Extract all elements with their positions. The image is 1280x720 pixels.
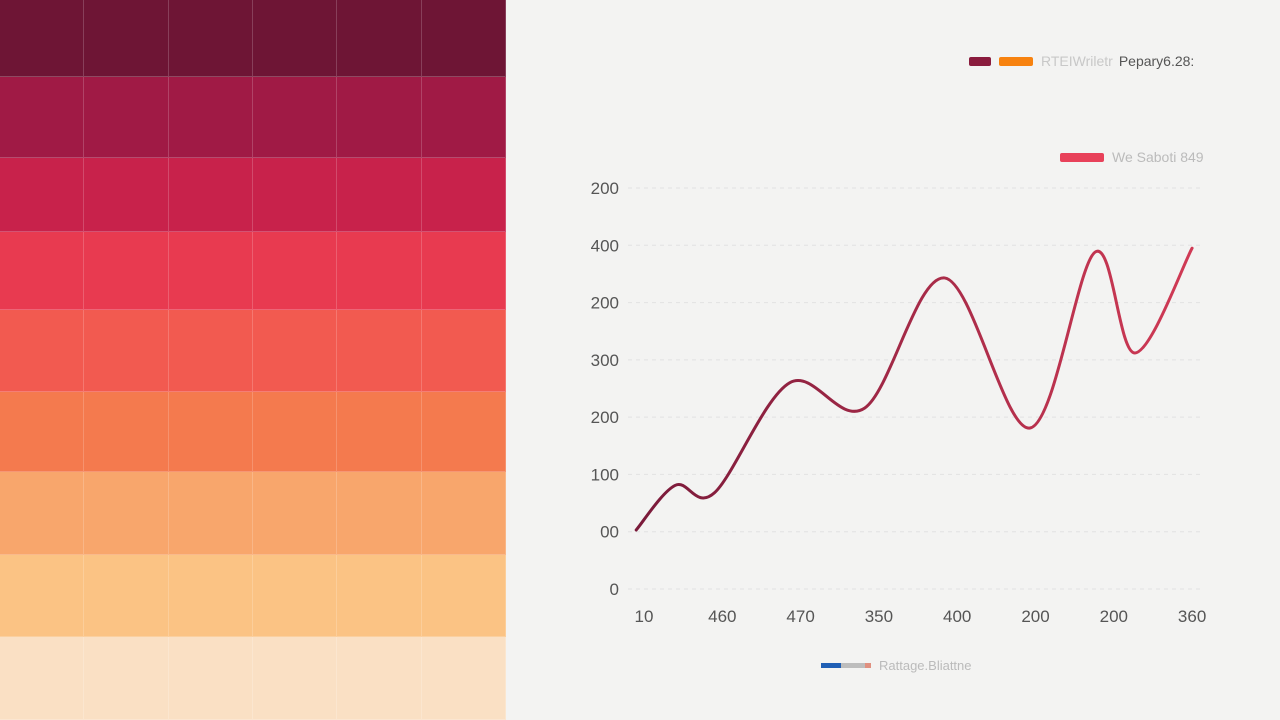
swatch-cell <box>84 555 169 637</box>
swatch-cell <box>421 472 506 555</box>
swatch-cell <box>252 555 338 637</box>
swatch-cell <box>337 0 422 77</box>
swatch-cell <box>0 555 85 637</box>
swatch-cell <box>168 232 253 310</box>
swatch-row <box>0 555 506 637</box>
swatch-cell <box>252 472 338 555</box>
swatch-cell <box>421 555 506 637</box>
swatch-cell <box>252 0 338 77</box>
swatch-cell <box>337 637 422 720</box>
swatch-cell <box>252 637 338 720</box>
swatch-row <box>0 310 506 392</box>
swatch-cell <box>168 158 253 232</box>
swatch-row <box>0 232 506 310</box>
color-swatch-grid <box>0 0 506 720</box>
legend-swatch <box>969 56 991 66</box>
swatch-cell <box>421 310 506 392</box>
swatch-cell <box>84 472 169 555</box>
swatch-cell <box>0 637 85 720</box>
x-tick-label: 350 <box>865 607 893 626</box>
swatch-cell <box>84 637 169 720</box>
swatch-cell <box>337 77 422 158</box>
swatch-cell <box>252 77 338 158</box>
swatch-cell <box>252 158 338 232</box>
y-tick-label: 400 <box>591 236 619 255</box>
swatch-cell <box>84 310 169 392</box>
legend-label: We Saboti 849 <box>1112 149 1204 165</box>
swatch-row <box>0 392 506 472</box>
swatch-cell <box>168 77 253 158</box>
swatch-cell <box>0 158 85 232</box>
series-line <box>634 246 1194 532</box>
swatch-cell <box>421 637 506 720</box>
legend-bottom: Rattage.Bliattne <box>821 658 972 673</box>
swatch-cell <box>168 392 253 472</box>
legend-top: RTEIWriletr Pepary6.28: <box>969 53 1194 69</box>
swatch-cell <box>421 392 506 472</box>
swatch-cell <box>421 77 506 158</box>
swatch-cell <box>0 392 85 472</box>
swatch-cell <box>337 158 422 232</box>
legend-swatch <box>999 56 1033 66</box>
y-tick-label: 200 <box>591 179 619 198</box>
swatch-row <box>0 472 506 555</box>
y-tick-label: 00 <box>600 523 619 542</box>
swatch-cell <box>0 232 85 310</box>
x-tick-label: 200 <box>1021 607 1049 626</box>
legend-swatch <box>1060 152 1104 162</box>
swatch-cell <box>421 232 506 310</box>
swatch-cell <box>0 472 85 555</box>
swatch-cell <box>421 158 506 232</box>
legend-label-faded: RTEIWriletr <box>1041 53 1113 69</box>
x-tick-label: 400 <box>943 607 971 626</box>
swatch-row <box>0 77 506 158</box>
legend-series: We Saboti 849 <box>1060 149 1204 165</box>
y-tick-label: 200 <box>591 294 619 313</box>
x-tick-label: 460 <box>708 607 736 626</box>
swatch-row <box>0 0 506 77</box>
swatch-row <box>0 637 506 720</box>
swatch-cell <box>337 472 422 555</box>
y-tick-label: 100 <box>591 465 619 484</box>
swatch-cell <box>84 77 169 158</box>
swatch-cell <box>0 310 85 392</box>
swatch-cell <box>337 392 422 472</box>
swatch-cell <box>84 0 169 77</box>
x-tick-label: 360 <box>1178 607 1206 626</box>
swatch-cell <box>168 637 253 720</box>
swatch-cell <box>252 310 338 392</box>
line-chart: RTEIWriletr Pepary6.28: We Saboti 849 Ra… <box>506 0 1280 720</box>
swatch-cell <box>84 158 169 232</box>
x-tick-label: 470 <box>786 607 814 626</box>
swatch-cell <box>168 555 253 637</box>
swatch-cell <box>84 232 169 310</box>
x-tick-label: 10 <box>635 607 654 626</box>
y-tick-label: 300 <box>591 351 619 370</box>
swatch-cell <box>168 472 253 555</box>
swatch-cell <box>168 0 253 77</box>
legend-label: Pepary6.28: <box>1118 53 1195 69</box>
x-tick-label: 200 <box>1100 607 1128 626</box>
swatch-cell <box>84 392 169 472</box>
legend-label: Rattage.Bliattne <box>879 658 972 673</box>
legend-swatch <box>865 663 871 668</box>
swatch-cell <box>0 77 85 158</box>
swatch-cell <box>337 310 422 392</box>
swatch-cell <box>337 555 422 637</box>
swatch-cell <box>252 232 338 310</box>
swatch-row <box>0 158 506 232</box>
swatch-cell <box>252 392 338 472</box>
swatch-cell <box>421 0 506 77</box>
legend-swatch <box>841 663 865 668</box>
y-tick-label: 200 <box>591 408 619 427</box>
swatch-cell <box>0 0 85 77</box>
y-tick-label: 0 <box>610 580 619 599</box>
swatch-cell <box>168 310 253 392</box>
legend-swatch <box>821 663 841 668</box>
swatch-cell <box>337 232 422 310</box>
